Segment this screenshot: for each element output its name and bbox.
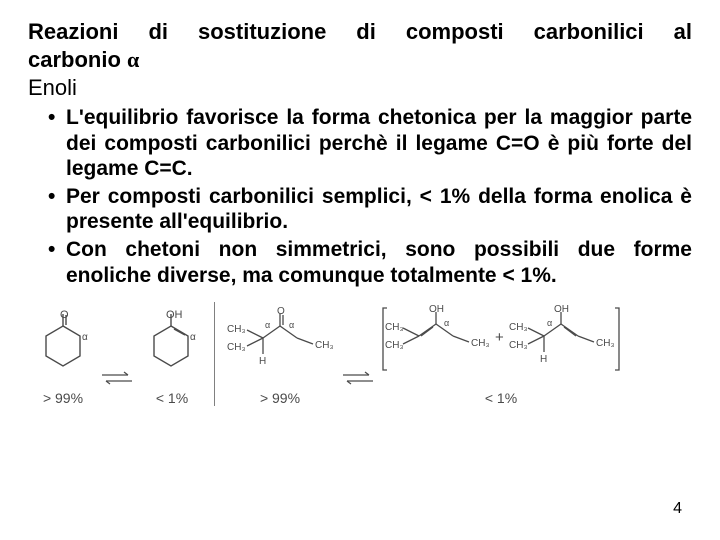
enol-group-svg: OH CH₃ CH₃ CH₃ α + OH CH₃ CH₃ H CH₃ (381, 302, 621, 386)
bullet-text: L'equilibrio favorisce la forma chetonic… (66, 105, 692, 182)
caption-enol-cyclo: < 1% (156, 390, 188, 406)
svg-text:α: α (265, 320, 270, 330)
svg-text:α: α (289, 320, 294, 330)
cyclohexanone-svg: O α (32, 310, 94, 386)
plus-sign: + (495, 329, 504, 346)
svg-text:CH₃: CH₃ (385, 340, 404, 351)
page-number: 4 (673, 500, 682, 518)
bullet-item: • Con chetoni non simmetrici, sono possi… (48, 237, 692, 288)
svg-text:OH: OH (429, 304, 444, 315)
svg-text:CH₃: CH₃ (227, 342, 246, 353)
svg-text:CH₃: CH₃ (509, 340, 528, 351)
bullet-marker: • (48, 105, 66, 182)
bullet-item: • L'equilibrio favorisce la forma cheton… (48, 105, 692, 182)
svg-text:H: H (540, 354, 547, 365)
label-alpha: α (190, 332, 196, 343)
bullet-item: • Per composti carbonilici semplici, < 1… (48, 184, 692, 235)
svg-text:CH₃: CH₃ (596, 338, 615, 349)
equilibrium-arrow-icon (335, 370, 381, 406)
acyclic-ketone-svg: O CH₃ CH₃ H CH₃ α α (225, 306, 335, 386)
label-O: O (60, 310, 69, 321)
svg-text:CH₃: CH₃ (227, 324, 246, 335)
bullet-marker: • (48, 184, 66, 235)
slide-title-line1: Reazioni di sostituzione di composti car… (28, 18, 692, 46)
cyclohexenol-svg: OH α (140, 310, 204, 386)
svg-text:CH₃: CH₃ (315, 340, 334, 351)
chemistry-diagram: O α > 99% OH α < 1% (28, 302, 692, 406)
vertical-divider (214, 302, 215, 406)
bullet-text: Con chetoni non simmetrici, sono possibi… (66, 237, 692, 288)
svg-text:α: α (444, 318, 449, 328)
structure-cyclohexenol: OH α < 1% (140, 310, 204, 406)
bullet-marker: • (48, 237, 66, 288)
bullet-list: • L'equilibrio favorisce la forma cheton… (28, 105, 692, 288)
caption-enol-acyclic: < 1% (485, 390, 517, 406)
title-prefix: carbonio (28, 47, 127, 72)
svg-text:O: O (277, 306, 285, 317)
label-OH: OH (166, 310, 183, 321)
caption-keto-acyclic: > 99% (260, 390, 300, 406)
svg-text:CH₃: CH₃ (471, 338, 490, 349)
structure-cyclohexanone: O α > 99% (32, 310, 94, 406)
svg-text:α: α (547, 318, 552, 328)
svg-text:CH₃: CH₃ (385, 322, 404, 333)
svg-text:H: H (259, 356, 266, 367)
slide-title-line2: carbonio α (28, 46, 692, 74)
bullet-text: Per composti carbonilici semplici, < 1% … (66, 184, 692, 235)
equilibrium-arrow-icon (94, 370, 140, 406)
structure-acyclic-ketone: O CH₃ CH₃ H CH₃ α α > 99% (225, 306, 335, 406)
alpha-symbol: α (127, 47, 139, 72)
label-alpha: α (82, 332, 88, 343)
slide-subtitle: Enoli (28, 75, 692, 101)
svg-text:CH₃: CH₃ (509, 322, 528, 333)
caption-keto-cyclo: > 99% (43, 390, 83, 406)
structure-enol-group: OH CH₃ CH₃ CH₃ α + OH CH₃ CH₃ H CH₃ (381, 302, 621, 406)
svg-text:OH: OH (554, 304, 569, 315)
